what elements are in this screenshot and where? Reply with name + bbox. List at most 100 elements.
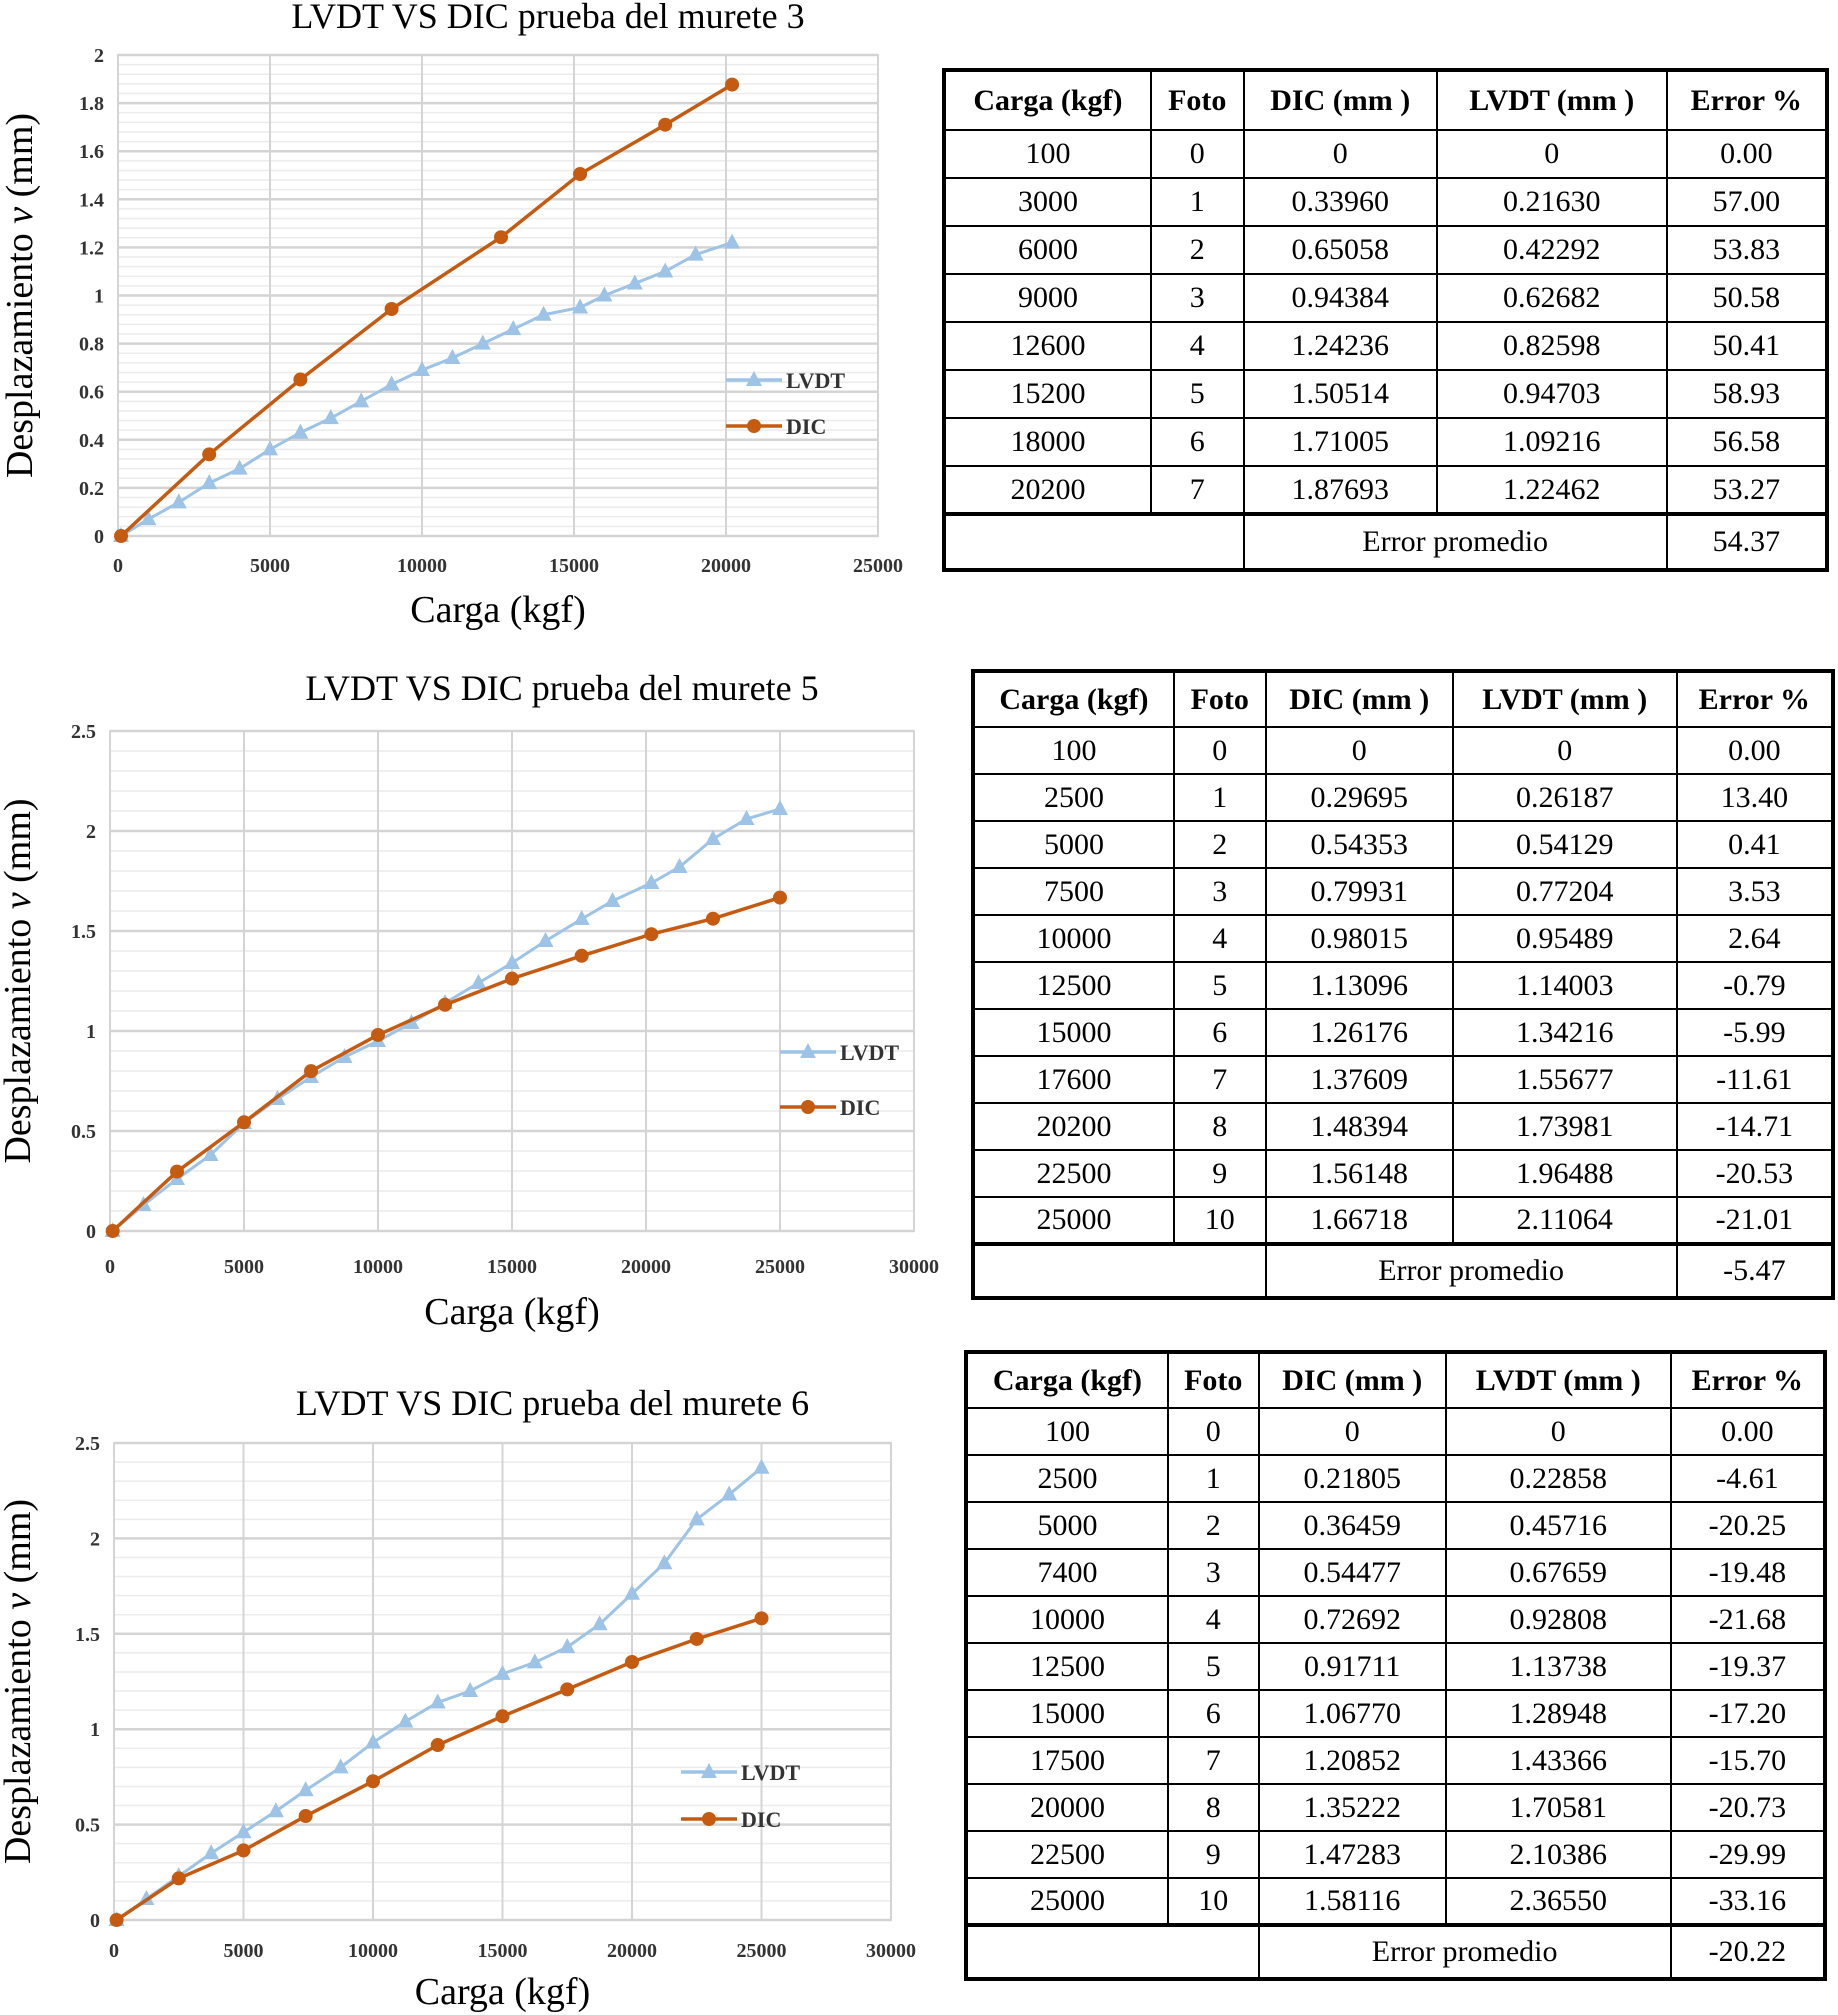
table-cell: 50.58: [1665, 273, 1829, 323]
table-header-row: Carga (kgf) Foto DIC (mm ) LVDT (mm ) Error …: [972, 670, 1835, 728]
table-footer-row: Error promedio -20.22: [965, 1923, 1827, 1980]
table-row: 7400 3 0.54477 0.67659 -19.48: [965, 1548, 1827, 1597]
x-tick-label: 5000: [250, 555, 290, 577]
table-row: 25000 10 1.66718 2.11064 -21.01: [972, 1196, 1835, 1245]
data-point-lvdt: [753, 1458, 770, 1474]
data-point-dic: [237, 1115, 251, 1130]
table-murete-3: Carga (kgf) Foto DIC (mm ) LVDT (mm ) Error …: [942, 68, 1829, 572]
y-tick-label: 2.5: [71, 721, 96, 743]
table-cell: -20.25: [1669, 1501, 1827, 1550]
legend-marker-dic: [747, 419, 761, 433]
data-point-dic: [625, 1654, 639, 1669]
data-point-lvdt: [297, 1781, 314, 1797]
table-footer-row: Error promedio -5.47: [972, 1242, 1835, 1299]
data-point-dic: [366, 1774, 380, 1789]
column-header: DIC (mm ): [1242, 69, 1438, 131]
chart-murete-3: 0 0.2 0.4 0.6 0.8 1 1.2 1.4 1.6 1.8 2 0 5000 10000 150…: [0, 0, 903, 631]
table-row: 12500 5 0.91711 1.13738 -19.37: [965, 1642, 1827, 1691]
data-point-lvdt: [397, 1712, 414, 1728]
table-cell: 1.58116: [1257, 1877, 1447, 1926]
table-row: 100 0 0 0 0.00: [943, 129, 1829, 179]
table-cell: 0.21630: [1435, 177, 1668, 227]
table-cell: 0.00: [1669, 1407, 1827, 1456]
legend-marker-dic: [702, 1812, 716, 1826]
legend-marker-lvdt: [701, 1763, 717, 1778]
table-header-row: Carga (kgf) Foto DIC (mm ) LVDT (mm ) Error …: [943, 69, 1829, 131]
data-point-lvdt: [688, 1510, 705, 1526]
table-cell: 1.48394: [1264, 1102, 1454, 1151]
x-tick-label: 5000: [224, 1256, 264, 1278]
table-cell: 0.77204: [1451, 867, 1678, 916]
table-cell: 12600: [943, 321, 1152, 371]
table-cell: 9: [1166, 1830, 1260, 1879]
table-cell: 7400: [965, 1548, 1169, 1597]
data-point-lvdt: [724, 233, 741, 249]
table-cell: 0.41: [1675, 820, 1835, 869]
table-cell: 1.13738: [1444, 1642, 1672, 1691]
x-tick-label: 15000: [487, 1256, 537, 1278]
table-cell: 25000: [965, 1877, 1169, 1926]
x-tick-label: 0: [109, 1940, 119, 1962]
y-tick-label: 2: [90, 1528, 100, 1550]
table-cell: 3000: [943, 177, 1152, 227]
column-header: Carga (kgf): [972, 670, 1175, 728]
table-cell: 5000: [972, 820, 1175, 869]
x-tick-label: 30000: [889, 1256, 939, 1278]
data-point-lvdt: [721, 1485, 738, 1501]
table-cell: 1.47283: [1257, 1830, 1447, 1879]
x-axis-label: Carga (kgf): [410, 589, 586, 631]
y-tick-label: 1.8: [79, 93, 104, 115]
table-cell: 0: [1257, 1407, 1447, 1456]
data-point-lvdt: [687, 245, 704, 261]
data-point-lvdt: [336, 1048, 353, 1063]
average-error-label: Error promedio: [1257, 1923, 1672, 1980]
y-axis-label: Desplazamiento v (mm): [0, 798, 39, 1163]
column-header: Error %: [1665, 69, 1829, 131]
table-cell: -14.71: [1675, 1102, 1835, 1151]
column-header: DIC (mm ): [1264, 670, 1454, 728]
data-point-lvdt: [201, 474, 218, 490]
table-row: 15000 6 1.06770 1.28948 -17.20: [965, 1689, 1827, 1738]
x-tick-label: 25000: [755, 1256, 805, 1278]
table-row: 2500 1 0.29695 0.26187 13.40: [972, 773, 1835, 822]
table-cell: 0.42292: [1435, 225, 1668, 275]
table-cell: 1.35222: [1257, 1783, 1447, 1832]
table-cell: 10000: [965, 1595, 1169, 1644]
y-axis-label-variable: v: [0, 1593, 39, 1610]
x-tick-label: 20000: [607, 1940, 657, 1962]
legend-marker-lvdt: [746, 371, 762, 386]
table-cell: 100: [965, 1407, 1169, 1456]
data-point-lvdt: [444, 349, 461, 365]
y-axis-label-text: Desplazamiento: [0, 1610, 39, 1864]
table-cell: 0.92808: [1444, 1595, 1672, 1644]
table-row: 7500 3 0.79931 0.77204 3.53: [972, 867, 1835, 916]
table-cell: 0: [1242, 129, 1438, 179]
table-cell: 0.54129: [1451, 820, 1678, 869]
legend-label-dic: DIC: [840, 1095, 880, 1120]
table-cell: 3: [1166, 1548, 1260, 1597]
chart-murete-6: 0 0.5 1 1.5 2 2.5 0 5000 10000 15000 20000 25000 300…: [0, 1383, 916, 2013]
y-tick-label: 1.5: [75, 1624, 100, 1646]
table-cell: 6: [1149, 417, 1245, 467]
table-cell: 0.00: [1675, 726, 1835, 775]
table-cell: 2.10386: [1444, 1830, 1672, 1879]
y-tick-label: 1.6: [79, 141, 104, 163]
table-cell: -33.16: [1669, 1877, 1827, 1926]
y-axis-label: Desplazamiento v (mm): [0, 1499, 39, 1864]
table-cell: 1.56148: [1264, 1149, 1454, 1198]
data-point-lvdt: [365, 1733, 381, 1749]
table-cell: 53.83: [1665, 225, 1829, 275]
table-cell: 0: [1444, 1407, 1672, 1456]
chart-title: LVDT VS DIC prueba del murete 3: [291, 0, 804, 36]
data-point-lvdt: [572, 298, 589, 314]
x-tick-label: 25000: [853, 555, 903, 577]
table-cell: 12500: [972, 961, 1175, 1010]
legend-label-lvdt: LVDT: [786, 368, 845, 393]
table-row: 15000 6 1.26176 1.34216 -5.99: [972, 1008, 1835, 1057]
data-point-lvdt: [203, 1844, 220, 1860]
x-tick-label: 25000: [737, 1940, 787, 1962]
x-axis-label: Carga (kgf): [415, 1971, 591, 2013]
data-point-lvdt: [596, 286, 613, 302]
data-point-dic: [689, 1631, 704, 1646]
data-point-lvdt: [292, 423, 309, 439]
